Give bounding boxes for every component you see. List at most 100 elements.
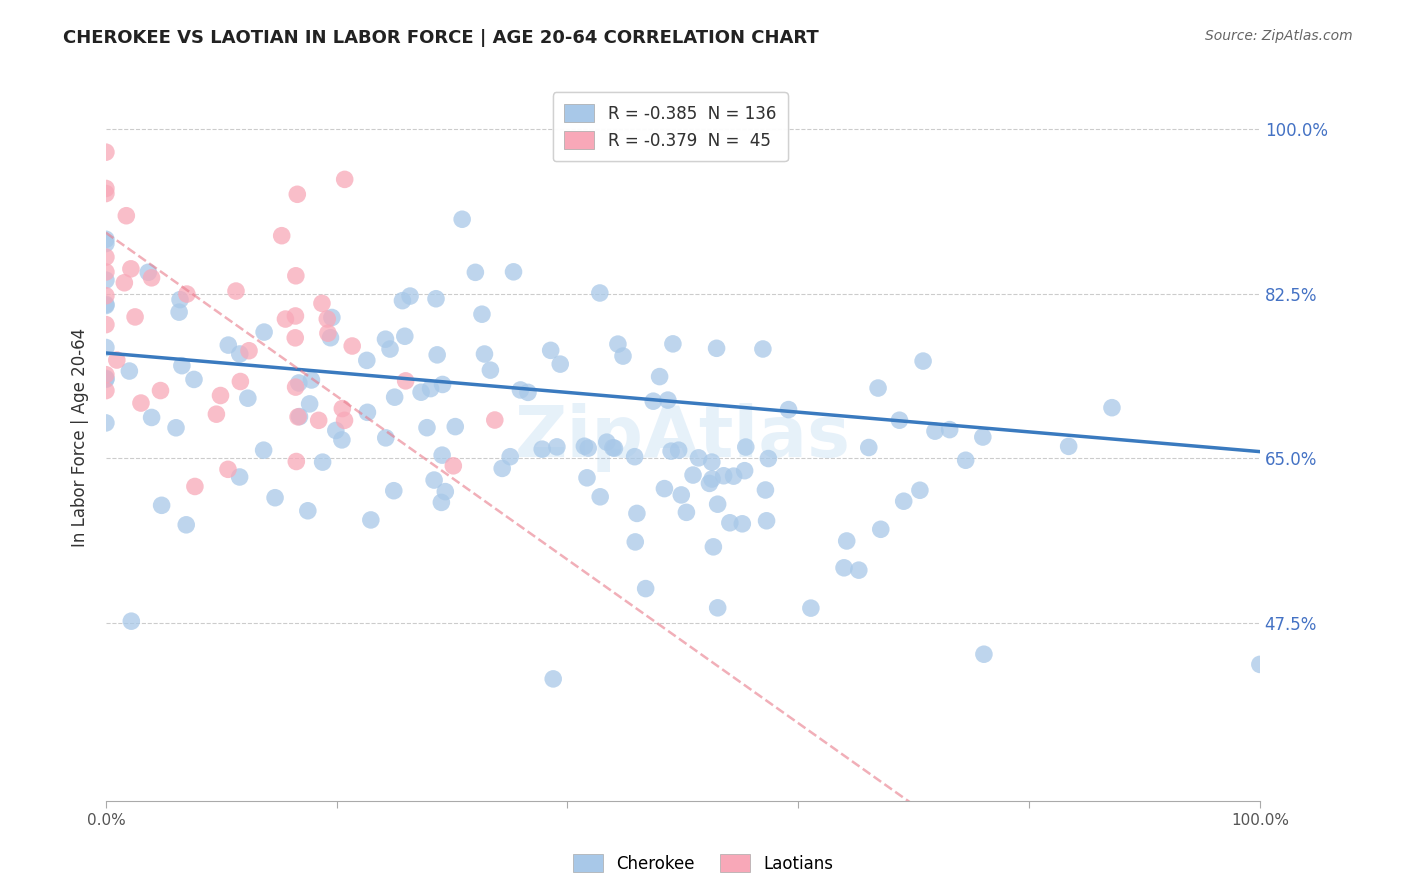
Point — [575, 471, 598, 485]
Point — [285, 454, 308, 468]
Point — [225, 284, 247, 298]
Point — [319, 331, 342, 345]
Point — [308, 413, 330, 427]
Point — [734, 440, 756, 454]
Point — [889, 413, 911, 427]
Point — [425, 292, 447, 306]
Point — [434, 484, 457, 499]
Point — [713, 468, 735, 483]
Point — [419, 382, 441, 396]
Point — [755, 514, 778, 528]
Point — [284, 380, 307, 394]
Point — [169, 293, 191, 307]
Point — [284, 268, 307, 283]
Point — [688, 450, 710, 465]
Point — [471, 307, 494, 321]
Point — [675, 505, 697, 519]
Y-axis label: In Labor Force | Age 20-64: In Labor Force | Age 20-64 — [72, 327, 89, 547]
Point — [924, 424, 946, 438]
Point — [869, 522, 891, 536]
Point — [94, 250, 117, 264]
Point — [330, 433, 353, 447]
Point — [94, 289, 117, 303]
Point — [589, 285, 612, 300]
Point — [205, 407, 228, 421]
Point — [105, 353, 128, 368]
Point — [141, 270, 163, 285]
Point — [321, 310, 343, 325]
Point — [284, 331, 307, 345]
Point — [94, 297, 117, 311]
Point — [264, 491, 287, 505]
Text: ZipAtlas: ZipAtlas — [515, 402, 851, 472]
Point — [382, 483, 405, 498]
Point — [94, 341, 117, 355]
Point — [298, 397, 321, 411]
Point — [374, 431, 396, 445]
Point — [136, 265, 159, 279]
Point — [606, 337, 628, 351]
Point — [752, 342, 775, 356]
Point — [228, 470, 250, 484]
Point — [165, 421, 187, 435]
Point — [602, 441, 624, 455]
Point — [1057, 439, 1080, 453]
Point — [124, 310, 146, 324]
Point — [174, 517, 197, 532]
Point — [1249, 657, 1271, 672]
Point — [499, 450, 522, 464]
Point — [671, 488, 693, 502]
Point — [333, 172, 356, 186]
Point — [479, 363, 502, 377]
Point — [384, 390, 406, 404]
Point — [183, 372, 205, 386]
Point — [912, 354, 935, 368]
Point — [648, 369, 671, 384]
Point — [706, 341, 728, 355]
Point — [330, 401, 353, 416]
Point — [115, 209, 138, 223]
Point — [603, 441, 626, 455]
Point — [682, 468, 704, 483]
Point — [589, 490, 612, 504]
Point — [700, 472, 723, 486]
Point — [94, 299, 117, 313]
Point — [432, 377, 454, 392]
Point — [699, 476, 721, 491]
Point — [938, 423, 960, 437]
Point — [612, 349, 634, 363]
Point — [274, 312, 297, 326]
Point — [217, 338, 239, 352]
Point — [94, 384, 117, 398]
Point — [316, 312, 339, 326]
Point — [285, 187, 308, 202]
Point — [531, 442, 554, 457]
Point — [643, 394, 665, 409]
Point — [253, 443, 276, 458]
Point — [141, 410, 163, 425]
Point — [325, 424, 347, 438]
Point — [394, 329, 416, 343]
Point — [184, 479, 207, 493]
Point — [340, 339, 363, 353]
Point — [149, 384, 172, 398]
Point — [391, 293, 413, 308]
Point — [94, 236, 117, 251]
Point — [395, 374, 418, 388]
Point — [624, 535, 647, 549]
Text: CHEROKEE VS LAOTIAN IN LABOR FORCE | AGE 20-64 CORRELATION CHART: CHEROKEE VS LAOTIAN IN LABOR FORCE | AGE… — [63, 29, 820, 46]
Point — [835, 533, 858, 548]
Point — [734, 464, 756, 478]
Point — [333, 413, 356, 427]
Point — [723, 469, 745, 483]
Point — [634, 582, 657, 596]
Point — [955, 453, 977, 467]
Point — [170, 359, 193, 373]
Point — [301, 373, 323, 387]
Legend: R = -0.385  N = 136, R = -0.379  N =  45: R = -0.385 N = 136, R = -0.379 N = 45 — [553, 92, 787, 161]
Point — [754, 483, 776, 497]
Point — [444, 419, 467, 434]
Point — [94, 318, 117, 332]
Point — [574, 439, 596, 453]
Point — [546, 440, 568, 454]
